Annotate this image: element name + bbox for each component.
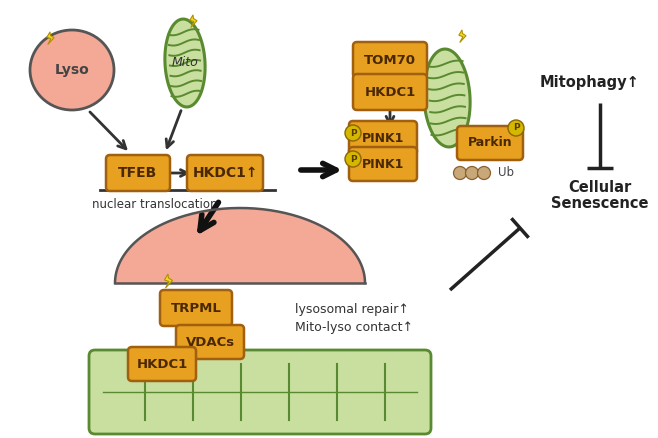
Text: Parkin: Parkin	[468, 137, 513, 149]
Text: TOM70: TOM70	[364, 53, 416, 67]
Polygon shape	[164, 274, 172, 288]
Polygon shape	[165, 19, 205, 107]
FancyBboxPatch shape	[160, 290, 232, 326]
Text: HKDC1: HKDC1	[365, 85, 416, 99]
FancyBboxPatch shape	[353, 42, 427, 78]
Text: Ub: Ub	[498, 166, 514, 180]
Text: Lyso: Lyso	[55, 63, 89, 77]
FancyBboxPatch shape	[353, 74, 427, 110]
Polygon shape	[115, 208, 365, 283]
Text: HKDC1↑: HKDC1↑	[192, 166, 258, 180]
Text: HKDC1: HKDC1	[136, 357, 188, 371]
Polygon shape	[459, 30, 466, 42]
Text: VDACs: VDACs	[186, 336, 234, 349]
Text: lysosomal repair↑: lysosomal repair↑	[295, 304, 409, 317]
FancyBboxPatch shape	[457, 126, 523, 160]
Polygon shape	[424, 49, 470, 147]
FancyBboxPatch shape	[349, 121, 417, 155]
Circle shape	[345, 125, 361, 141]
Text: Mito: Mito	[172, 57, 198, 70]
Text: PINK1: PINK1	[362, 131, 404, 145]
Circle shape	[453, 166, 467, 180]
Text: P: P	[349, 155, 357, 163]
Text: P: P	[513, 124, 519, 133]
FancyBboxPatch shape	[89, 350, 431, 434]
Text: P: P	[349, 128, 357, 138]
Text: Senescence: Senescence	[551, 196, 649, 211]
FancyBboxPatch shape	[176, 325, 244, 359]
Text: Mito-lyso contact↑: Mito-lyso contact↑	[295, 321, 413, 335]
Ellipse shape	[30, 30, 114, 110]
Polygon shape	[47, 32, 54, 45]
Circle shape	[465, 166, 478, 180]
Circle shape	[508, 120, 524, 136]
Text: Cellular: Cellular	[569, 180, 632, 195]
Text: PINK1: PINK1	[362, 158, 404, 170]
Text: nuclear translocation: nuclear translocation	[92, 198, 218, 211]
FancyBboxPatch shape	[128, 347, 196, 381]
Polygon shape	[190, 15, 197, 28]
FancyBboxPatch shape	[187, 155, 263, 191]
Text: Mitophagy↑: Mitophagy↑	[540, 75, 640, 91]
FancyBboxPatch shape	[106, 155, 170, 191]
Circle shape	[478, 166, 490, 180]
FancyBboxPatch shape	[349, 147, 417, 181]
Text: TRPML: TRPML	[170, 301, 222, 314]
Circle shape	[345, 151, 361, 167]
Text: TFEB: TFEB	[118, 166, 158, 180]
